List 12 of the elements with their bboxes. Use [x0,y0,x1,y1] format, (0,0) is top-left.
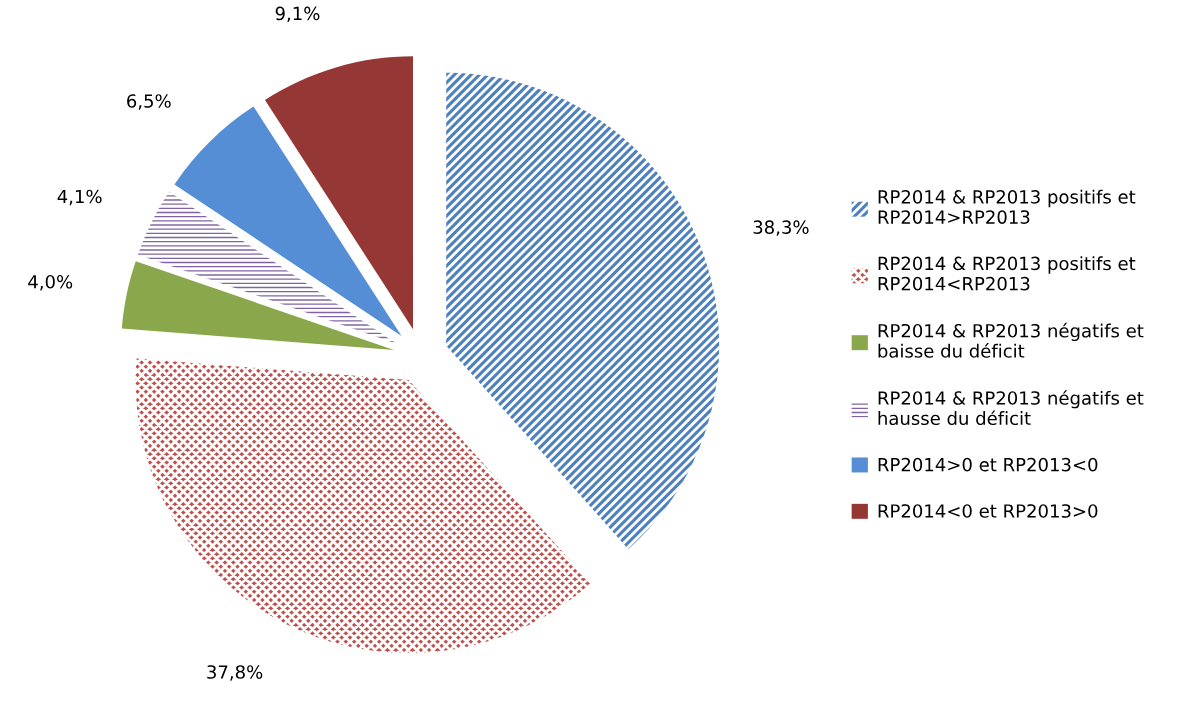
legend-label: RP2014 & RP2013 négatifs et hausse du déficit [878,390,1144,426]
data-label: 37,8% [207,665,263,681]
legend-label: RP2014>0 et RP2013<0 [878,457,1098,472]
data-label: 9,1% [275,6,320,23]
data-label: 6,5% [127,94,171,110]
legend-label: RP2014<0 et RP2013>0 [878,504,1098,518]
data-label: 4,0% [28,274,73,291]
legend-label: RP2014 & RP2013 négatifs et baisse du déficit [878,322,1144,358]
legend-label: RP2014 & RP2013 positifs et RP2014>RP2013 [878,189,1136,224]
data-label: 38,3% [753,220,809,236]
data-label: 4,1% [57,189,102,206]
legend-label: RP2014 & RP2013 positifs et RP2014<RP2013 [878,256,1136,291]
